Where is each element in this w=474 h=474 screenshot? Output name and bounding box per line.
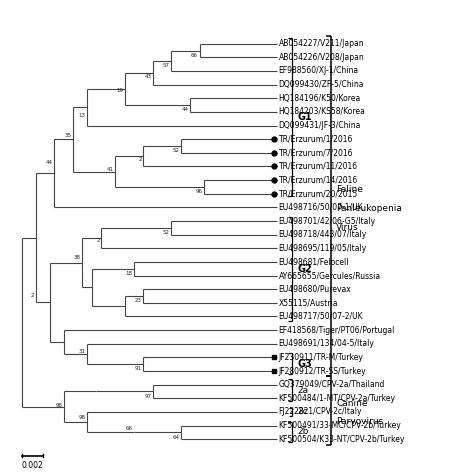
Text: 2a: 2a [297, 386, 309, 395]
Text: 91: 91 [135, 366, 142, 372]
Text: AB054227/V211/Japan: AB054227/V211/Japan [279, 39, 365, 48]
Text: 2: 2 [96, 237, 100, 243]
Text: EF418568/Tiger/PT06/Portugal: EF418568/Tiger/PT06/Portugal [279, 326, 395, 335]
Text: 52: 52 [173, 148, 179, 153]
Text: JF230911/TR-M/Turkey: JF230911/TR-M/Turkey [279, 353, 364, 362]
Text: TR/Erzurum/1/2016: TR/Erzurum/1/2016 [279, 135, 353, 144]
Text: 2: 2 [138, 157, 142, 162]
Text: KF500504/K33-NT/CPV-2b/Turkey: KF500504/K33-NT/CPV-2b/Turkey [279, 435, 405, 444]
Text: 13: 13 [79, 113, 86, 118]
Text: 57: 57 [163, 63, 170, 68]
Text: EU498680/Purevax: EU498680/Purevax [279, 285, 351, 294]
Text: Virus: Virus [337, 223, 359, 232]
Text: 2: 2 [31, 293, 34, 298]
Text: TR/Erzurum/7/2016: TR/Erzurum/7/2016 [279, 148, 353, 157]
Text: G1: G1 [297, 112, 312, 122]
Text: 66: 66 [126, 426, 133, 431]
Text: 98: 98 [55, 402, 62, 408]
Text: EU498695/119/05/Italy: EU498695/119/05/Italy [279, 244, 367, 253]
Text: 98: 98 [79, 415, 86, 420]
Text: EU498701/42/06-G5/Italy: EU498701/42/06-G5/Italy [279, 217, 376, 226]
Text: 2c: 2c [297, 408, 308, 417]
Text: EF988560/XJ-1/China: EF988560/XJ-1/China [279, 66, 359, 75]
Text: 2b: 2b [297, 427, 309, 436]
Text: 35: 35 [64, 133, 72, 137]
Text: Panleukopenia: Panleukopenia [337, 204, 402, 213]
Text: Parvovirus: Parvovirus [337, 417, 383, 426]
Text: 38: 38 [74, 255, 81, 260]
Text: 31: 31 [79, 349, 86, 355]
Text: KF500484/1-MT/CPV-2a/Turkey: KF500484/1-MT/CPV-2a/Turkey [279, 394, 396, 403]
Text: TR/Erzurum/20/2015: TR/Erzurum/20/2015 [279, 189, 358, 198]
Text: AY665655/Gercules/Russia: AY665655/Gercules/Russia [279, 271, 381, 280]
Text: 96: 96 [196, 189, 203, 194]
Text: 23: 23 [135, 298, 142, 303]
Text: EU498718/443/07/Italy: EU498718/443/07/Italy [279, 230, 367, 239]
Text: 43: 43 [144, 74, 151, 79]
Text: EU498691/134/04-5/Italy: EU498691/134/04-5/Italy [279, 339, 374, 348]
Text: 52: 52 [163, 230, 170, 235]
Text: X55115/Austria: X55115/Austria [279, 298, 338, 307]
Text: G3: G3 [297, 358, 312, 369]
Text: 44: 44 [46, 160, 53, 165]
Text: HQ184203/KS58/Korea: HQ184203/KS58/Korea [279, 108, 365, 117]
Text: TR/Erzurum/11/2016: TR/Erzurum/11/2016 [279, 162, 358, 171]
Text: DQ099430/ZF-5/China: DQ099430/ZF-5/China [279, 80, 364, 89]
Text: G2: G2 [297, 264, 312, 274]
Text: 64: 64 [173, 435, 179, 440]
Text: 19: 19 [116, 88, 123, 92]
Text: FJ222821/CPV-2c/Italy: FJ222821/CPV-2c/Italy [279, 408, 362, 417]
Text: HQ184196/K50/Korea: HQ184196/K50/Korea [279, 94, 361, 103]
Text: TR/Erzurum/14/2016: TR/Erzurum/14/2016 [279, 175, 358, 184]
Text: EU498681/Felocell: EU498681/Felocell [279, 257, 349, 266]
Text: 44: 44 [182, 107, 189, 112]
Text: AB054226/V208/Japan: AB054226/V208/Japan [279, 53, 365, 62]
Text: EU498717/50/07-2/UK: EU498717/50/07-2/UK [279, 312, 363, 321]
Text: GQ379049/CPV-2a/Thailand: GQ379049/CPV-2a/Thailand [279, 380, 385, 389]
Text: 18: 18 [126, 271, 133, 276]
Text: 0.002: 0.002 [21, 461, 43, 470]
Text: 41: 41 [107, 167, 114, 172]
Text: 66: 66 [191, 53, 198, 58]
Text: Feline: Feline [337, 185, 363, 194]
Text: EU498716/50/07-1/UK: EU498716/50/07-1/UK [279, 203, 363, 212]
Text: JF280912/TR-SS/Turkey: JF280912/TR-SS/Turkey [279, 366, 366, 375]
Text: KF500491/33-MC/CPV-2b/Turkey: KF500491/33-MC/CPV-2b/Turkey [279, 421, 401, 430]
Text: 97: 97 [144, 394, 151, 399]
Text: Canine: Canine [337, 399, 368, 408]
Text: DQ099431/JF-3/China: DQ099431/JF-3/China [279, 121, 361, 130]
